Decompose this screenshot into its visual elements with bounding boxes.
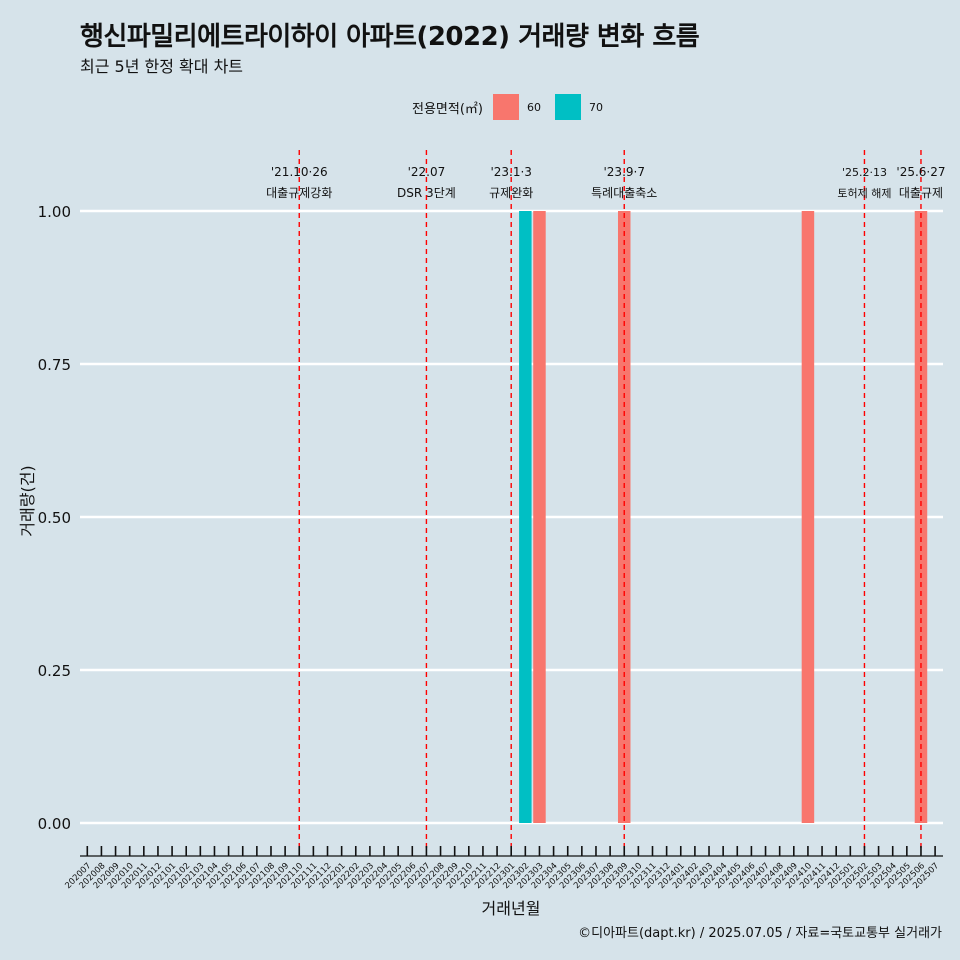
y-tick-label: 1.00 (38, 203, 71, 221)
annotation-label: 규제완화 (489, 186, 533, 200)
annotation-label: DSR 3단계 (397, 186, 456, 200)
legend-key-70 (554, 94, 581, 120)
x-axis: 2020072020082020092020102020112020122021… (63, 846, 943, 891)
legend-label-70: 70 (588, 100, 603, 114)
legend-label-60: 60 (526, 100, 541, 114)
annotation-date: '25.2·13 (842, 166, 887, 179)
bar-60-202506 (914, 211, 928, 823)
annotation-label: 대출규제 (899, 186, 943, 200)
caption: ©디아파트(dapt.kr) / 2025.07.05 / 자료=국토교통부 실… (578, 926, 942, 941)
y-tick-label: 0.00 (38, 815, 71, 833)
legend-item-60: 60 (492, 94, 549, 120)
bars (519, 211, 928, 823)
x-axis-label: 거래년월 (482, 899, 541, 918)
annotation-labels: '21.10·26 대출규제강화 '22.07 DSR 3단계 '23.1·3 규제완화 '… (266, 165, 945, 200)
grid-lines (80, 209, 943, 825)
annotation-date: '21.10·26 (271, 165, 328, 179)
annotation-lines (298, 150, 922, 852)
y-tick-label: 0.25 (38, 662, 71, 680)
y-tick-label: 0.50 (38, 509, 71, 527)
legend-title: 전용면적(㎡) (412, 101, 483, 117)
y-axis-label: 거래량(건) (18, 465, 37, 536)
annotation-label: 대출규제강화 (266, 186, 332, 200)
annotation-label: 토허제 해제 (837, 186, 891, 200)
bar-60-202309 (617, 211, 631, 823)
legend-key-60 (492, 94, 519, 120)
bar-70-202302 (519, 211, 532, 823)
annotation-date: '25.6·27 (896, 165, 945, 179)
annotation-label: 특례대출축소 (591, 186, 657, 200)
annotation-date: '23.9·7 (604, 165, 645, 179)
legend-item-70: 70 (554, 94, 611, 120)
annotation-date: '22.07 (408, 165, 446, 179)
chart-subtitle: 최근 5년 한정 확대 차트 (80, 57, 244, 76)
bar-60-202303 (533, 211, 546, 823)
bar-60-202410 (801, 211, 815, 823)
chart-title: 행신파밀리에트라이하이 아파트(2022) 거래량 변화 흐름 (80, 22, 700, 52)
legend: 전용면적(㎡) 60 70 (412, 92, 617, 122)
y-tick-label: 0.75 (38, 356, 71, 374)
y-tick-labels: 0.00 0.25 0.50 0.75 1.00 (38, 203, 71, 833)
annotation-date: '23.1·3 (490, 165, 531, 179)
